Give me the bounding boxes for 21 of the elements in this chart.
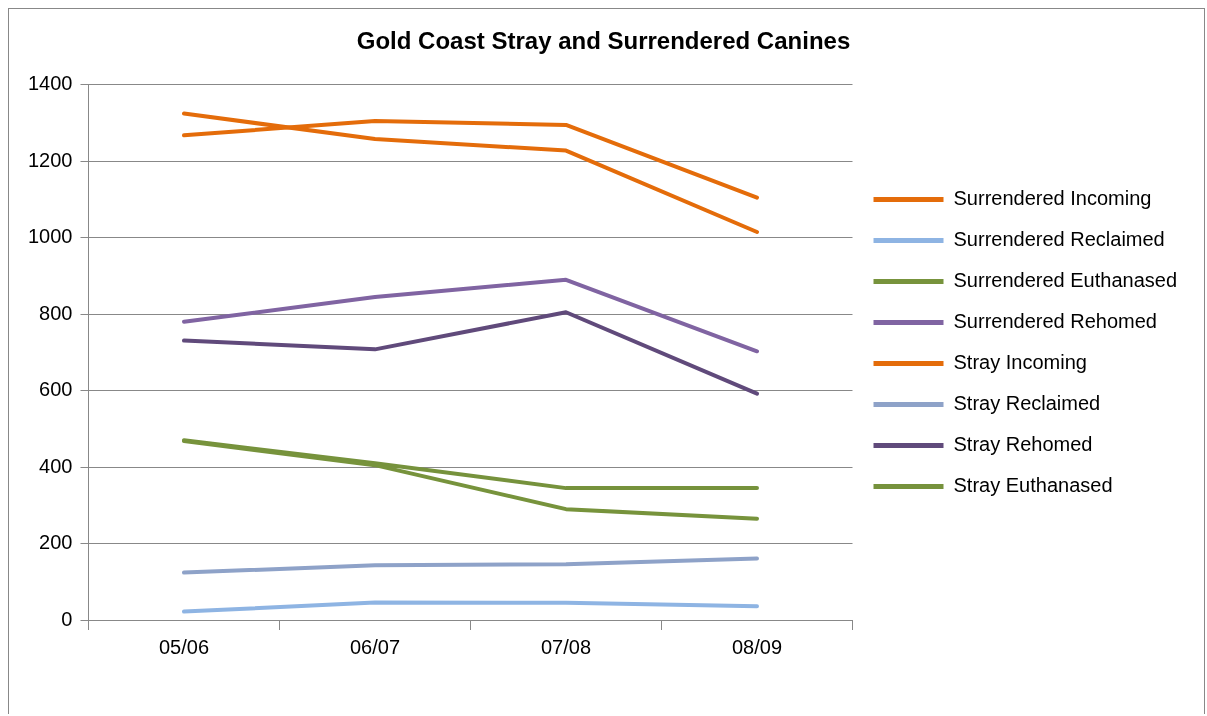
x-tick-label: 05/06	[158, 635, 210, 658]
legend-label: Surrendered Rehomed	[953, 310, 1157, 333]
y-tick-label: 800	[39, 301, 73, 324]
chart-title: Gold Coast Stray and Surrendered Canines	[356, 27, 851, 55]
x-tick-label: 08/09	[731, 635, 783, 658]
legend-label: Stray Reclaimed	[953, 392, 1101, 415]
x-tick-label: 06/07	[349, 635, 401, 658]
legend-label: Stray Rehomed	[953, 433, 1093, 456]
y-tick-label: 1400	[27, 72, 73, 95]
legend-label: Stray Euthanased	[953, 474, 1113, 497]
legend-label: Surrendered Incoming	[953, 187, 1152, 210]
y-tick-label: 0	[61, 607, 73, 630]
y-tick-label: 1000	[27, 225, 73, 248]
y-tick-label: 1200	[27, 148, 73, 171]
y-tick-label: 400	[39, 454, 73, 477]
legend-label: Stray Incoming	[953, 351, 1087, 374]
x-tick-label: 07/08	[540, 635, 592, 658]
legend-label: Surrendered Euthanased	[953, 269, 1177, 292]
y-tick-label: 200	[39, 531, 73, 554]
y-tick-label: 600	[39, 378, 73, 401]
legend-label: Surrendered Reclaimed	[953, 228, 1165, 251]
